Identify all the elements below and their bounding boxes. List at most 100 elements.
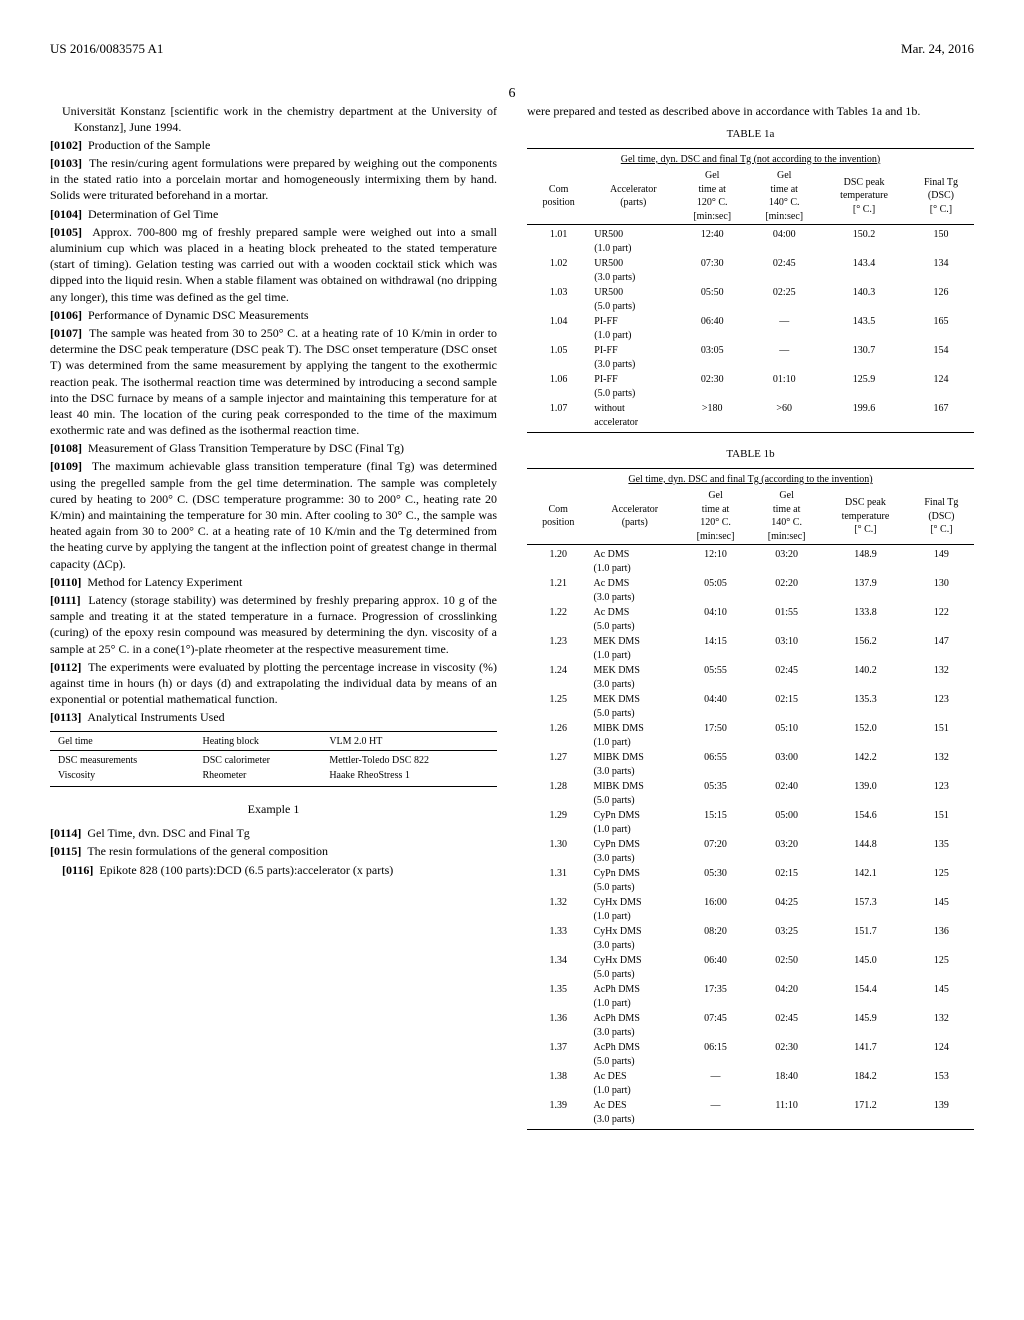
ref-0107: [0107] — [50, 326, 82, 340]
table-cell: 02:15 — [751, 692, 822, 721]
table-cell: MIBK DMS(5.0 parts) — [589, 779, 680, 808]
p0110: Method for Latency Experiment — [87, 575, 242, 589]
table-cell: 06:15 — [680, 1040, 751, 1069]
table-row: 1.25MEK DMS(5.0 parts)04:4002:15135.3123 — [527, 692, 974, 721]
table-cell: 02:45 — [748, 256, 820, 285]
table-cell: 05:55 — [680, 663, 751, 692]
ref-0103: [0103] — [50, 156, 82, 170]
table-cell: 1.34 — [527, 953, 589, 982]
table-row: 1.30CyPn DMS(3.0 parts)07:2003:20144.813… — [527, 837, 974, 866]
table-cell: — — [748, 314, 820, 343]
table-cell: 132 — [909, 663, 974, 692]
table-cell: 07:30 — [676, 256, 748, 285]
table-row: 1.23MEK DMS(1.0 part)14:1503:10156.2147 — [527, 634, 974, 663]
table-cell: 15:15 — [680, 808, 751, 837]
table-cell: 02:15 — [751, 866, 822, 895]
table-cell: 124 — [909, 1040, 974, 1069]
ref-0111: [0111] — [50, 593, 81, 607]
table-cell: UR500(5.0 parts) — [590, 285, 676, 314]
table-row: 1.32CyHx DMS(1.0 part)16:0004:25157.3145 — [527, 895, 974, 924]
table-cell: 02:40 — [751, 779, 822, 808]
table-cell: MIBK DMS(1.0 part) — [589, 721, 680, 750]
table-cell: 1.37 — [527, 1040, 589, 1069]
table-cell: 151.7 — [822, 924, 909, 953]
table-cell: 143.5 — [820, 314, 908, 343]
table-cell: 132 — [909, 750, 974, 779]
table-cell: 04:00 — [748, 227, 820, 256]
table-row: 1.27MIBK DMS(3.0 parts)06:5503:00142.213… — [527, 750, 974, 779]
table-cell: 03:10 — [751, 634, 822, 663]
table-cell: 152.0 — [822, 721, 909, 750]
table-cell: 133.8 — [822, 605, 909, 634]
table-cell: 145 — [909, 982, 974, 1011]
table-cell: CyHx DMS(5.0 parts) — [589, 953, 680, 982]
table-cell: 147 — [909, 634, 974, 663]
table-cell: 140.3 — [820, 285, 908, 314]
table-row: 1.28MIBK DMS(5.0 parts)05:3502:40139.012… — [527, 779, 974, 808]
table-cell: 142.1 — [822, 866, 909, 895]
table-cell: 1.01 — [527, 227, 590, 256]
table-cell: 150.2 — [820, 227, 908, 256]
table-cell: CyPn DMS(3.0 parts) — [589, 837, 680, 866]
table-row: 1.21Ac DMS(3.0 parts)05:0502:20137.9130 — [527, 576, 974, 605]
table-cell: 12:40 — [676, 227, 748, 256]
table-cell: PI-FF(5.0 parts) — [590, 372, 676, 401]
table-cell: 137.9 — [822, 576, 909, 605]
table-cell: 08:20 — [680, 924, 751, 953]
table-cell: PI-FF(1.0 part) — [590, 314, 676, 343]
table-cell: 150 — [908, 227, 974, 256]
table-cell: 1.05 — [527, 343, 590, 372]
ref-0114: [0114] — [50, 826, 81, 840]
p0113: Analytical Instruments Used — [87, 710, 224, 724]
p0106: Performance of Dynamic DSC Measurements — [88, 308, 309, 322]
table-cell: CyPn DMS(1.0 part) — [589, 808, 680, 837]
table-cell: >60 — [748, 401, 820, 430]
table-header-cell: Accelerator(parts) — [590, 168, 676, 225]
table-cell: 135.3 — [822, 692, 909, 721]
ref-0105: [0105] — [50, 225, 82, 239]
table-cell: 141.7 — [822, 1040, 909, 1069]
table-cell: 05:50 — [676, 285, 748, 314]
table-cell: withoutaccelerator — [590, 401, 676, 430]
table-cell: 18:40 — [751, 1069, 822, 1098]
table-cell: 125 — [909, 866, 974, 895]
table-cell: 03:20 — [751, 837, 822, 866]
table-header-cell: Final Tg(DSC)[° C.] — [908, 168, 974, 225]
table-cell: 1.31 — [527, 866, 589, 895]
table-cell: 140.2 — [822, 663, 909, 692]
p0115: The resin formulations of the general co… — [87, 844, 328, 858]
intro-fragment: Universität Konstanz [scientific work in… — [50, 103, 497, 135]
table-cell: 07:45 — [680, 1011, 751, 1040]
table-row: Viscosity Rheometer Haake RheoStress 1 — [50, 768, 497, 784]
table-cell: 151 — [909, 721, 974, 750]
table-cell: 154.6 — [822, 808, 909, 837]
p0107: The sample was heated from 30 to 250° C.… — [50, 326, 497, 437]
table-cell: CyHx DMS(3.0 parts) — [589, 924, 680, 953]
table-cell: 145 — [909, 895, 974, 924]
table-cell: 04:40 — [680, 692, 751, 721]
table-cell: 1.04 — [527, 314, 590, 343]
page-number: 6 — [509, 85, 516, 104]
ref-0116: [0116] — [62, 863, 93, 877]
table-cell: 03:25 — [751, 924, 822, 953]
table-cell: 1.35 — [527, 982, 589, 1011]
table-cell: 145.9 — [822, 1011, 909, 1040]
table-cell: 1.06 — [527, 372, 590, 401]
table-cell: 123 — [909, 692, 974, 721]
table-cell: MEK DMS(1.0 part) — [589, 634, 680, 663]
table-row: 1.35AcPh DMS(1.0 part)17:3504:20154.4145 — [527, 982, 974, 1011]
table-cell: 154 — [908, 343, 974, 372]
table-cell: 11:10 — [751, 1098, 822, 1127]
table-cell: MEK DMS(3.0 parts) — [589, 663, 680, 692]
table-header-row: CompositionAccelerator(parts)Geltime at1… — [527, 488, 974, 545]
table-cell: 1.03 — [527, 285, 590, 314]
table-cell: Ac DES(1.0 part) — [589, 1069, 680, 1098]
ref-0113: [0113] — [50, 710, 81, 724]
table-header-cell: Final Tg(DSC)[° C.] — [909, 488, 974, 545]
table-cell: 165 — [908, 314, 974, 343]
table-cell: 154.4 — [822, 982, 909, 1011]
table-cell: 1.07 — [527, 401, 590, 430]
table-cell: 130.7 — [820, 343, 908, 372]
table-cell: 05:00 — [751, 808, 822, 837]
table-cell: 1.23 — [527, 634, 589, 663]
